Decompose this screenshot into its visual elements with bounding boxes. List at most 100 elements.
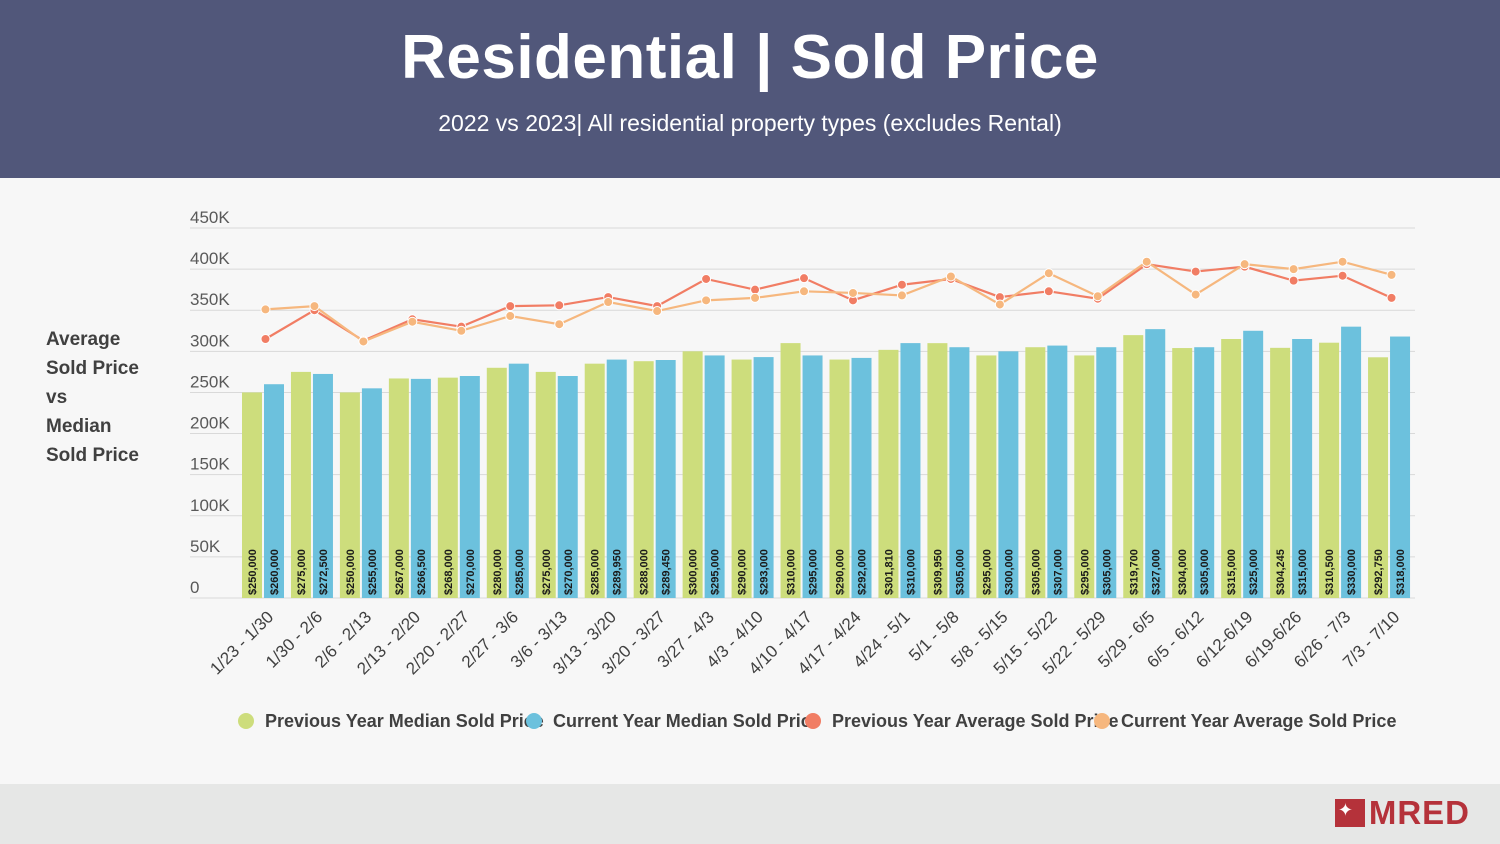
legend-label: Current Year Median Sold Price [553,711,821,731]
curr-median-bar [900,343,921,598]
prev-median-bar [682,351,703,598]
prev-median-bar [486,367,507,598]
curr-median-bar [312,373,333,598]
mred-logo: ✦ MRED [1334,794,1470,831]
legend-marker-icon [805,713,821,729]
curr-average-point [1337,256,1348,267]
legend-label: Previous Year Average Sold Price [832,711,1119,731]
curr-average-point [1141,256,1152,267]
prev-median-bar [388,378,409,598]
y-tick-label: 200K [190,414,230,433]
bar-value-label: $310,000 [905,549,917,595]
bar-value-label: $268,000 [443,549,455,595]
bar-value-label: $315,000 [1297,549,1309,595]
curr-median-bar [508,363,529,598]
bar-value-label: $288,000 [639,549,651,595]
curr-median-bar [949,347,970,598]
bar-value-label: $266,500 [416,549,428,595]
logo-mark-icon: ✦ [1334,799,1365,827]
bar-value-label: $290,000 [737,549,749,595]
bar-value-label: $293,000 [759,549,771,595]
bar-value-label: $310,500 [1324,549,1336,595]
curr-median-bar [557,376,578,598]
curr-median-bar [851,357,872,598]
side-label-line: Sold Price [46,445,139,466]
curr-average-point [1043,268,1054,279]
side-label-line: vs [46,387,68,408]
prev-average-line [264,263,1392,342]
prev-median-bar [878,349,899,598]
curr-median-bar [1047,345,1068,598]
prev-average-point [505,301,516,312]
prev-median-bar [927,343,948,598]
legend-marker-icon [526,713,542,729]
side-label-line: Sold Price [46,358,139,379]
bar-value-label: $275,000 [541,549,553,595]
bar-value-label: $270,000 [465,549,477,595]
bar-value-label: $267,000 [394,549,406,595]
bar-value-label: $310,000 [786,549,798,595]
logo-text: MRED [1368,794,1470,831]
prev-average-point [1337,270,1348,281]
side-label-line: Median [46,416,112,437]
prev-median-bar [1074,355,1095,598]
curr-average-point [799,286,810,297]
prev-median-bar [633,361,654,598]
prev-median-bar [535,371,556,598]
curr-average-point [1239,259,1250,270]
bar-value-label: $305,000 [1030,549,1042,595]
prev-median-bar [780,343,801,598]
bar-value-label: $301,810 [883,549,895,595]
curr-median-bar [1341,326,1362,598]
bar-value-label: $315,000 [1226,549,1238,595]
prev-median-bar [1172,348,1193,598]
bar-value-label: $307,000 [1052,549,1064,595]
curr-average-point [652,306,663,317]
y-tick-label: 350K [190,290,230,309]
curr-median-bar [1145,329,1166,598]
prev-median-bar [1221,339,1242,598]
bar-value-label: $295,000 [1079,549,1091,595]
curr-median-bar [655,360,676,598]
bar-value-label: $300,000 [1003,549,1015,595]
prev-median-bar [829,359,850,598]
bar-value-label: $295,000 [981,549,993,595]
bar-value-label: $325,000 [1248,549,1260,595]
bar-value-label: $309,950 [932,549,944,595]
bar-value-label: $319,700 [1128,549,1140,595]
curr-average-point [407,316,418,327]
bar-value-label: $295,000 [710,549,722,595]
bar-value-label: $289,450 [661,549,673,595]
curr-median-bar [998,351,1019,598]
sold-price-chart: 0 50K 100K 150K 200K 250K 300K 350K 400K 450K $250… [190,208,1415,731]
prev-average-point [554,300,565,311]
curr-median-bar [361,388,382,598]
y-tick-label: 150K [190,455,230,474]
bar-value-label: $305,000 [1199,549,1211,595]
curr-median-bar [753,357,774,598]
prev-average-point [1043,286,1054,297]
bar-value-label: $300,000 [688,549,700,595]
footer: ✦ MRED [0,784,1500,844]
curr-average-point [945,271,956,282]
bar-value-label: $289,950 [612,549,624,595]
curr-average-point [1092,291,1103,302]
bar-value-label: $260,000 [269,549,281,595]
legend-marker-icon [1094,713,1110,729]
curr-average-point [750,292,761,303]
bar-value-label: $272,500 [318,549,330,595]
curr-average-point [358,336,369,347]
legend-label: Current Year Average Sold Price [1121,711,1396,731]
bar-value-label: $275,000 [296,549,308,595]
bar-value-label: $285,000 [590,549,602,595]
y-tick-label: 300K [190,331,230,350]
curr-average-point [260,304,271,315]
prev-average-point [1386,292,1397,303]
curr-average-point [896,290,907,301]
prev-average-point [896,279,907,290]
side-label: Average Sold Price vs Median Sold Price [46,325,166,470]
curr-average-line [265,260,1392,343]
curr-average-point [554,319,565,330]
prev-average-point [701,273,712,284]
curr-median-bar [1194,347,1215,598]
